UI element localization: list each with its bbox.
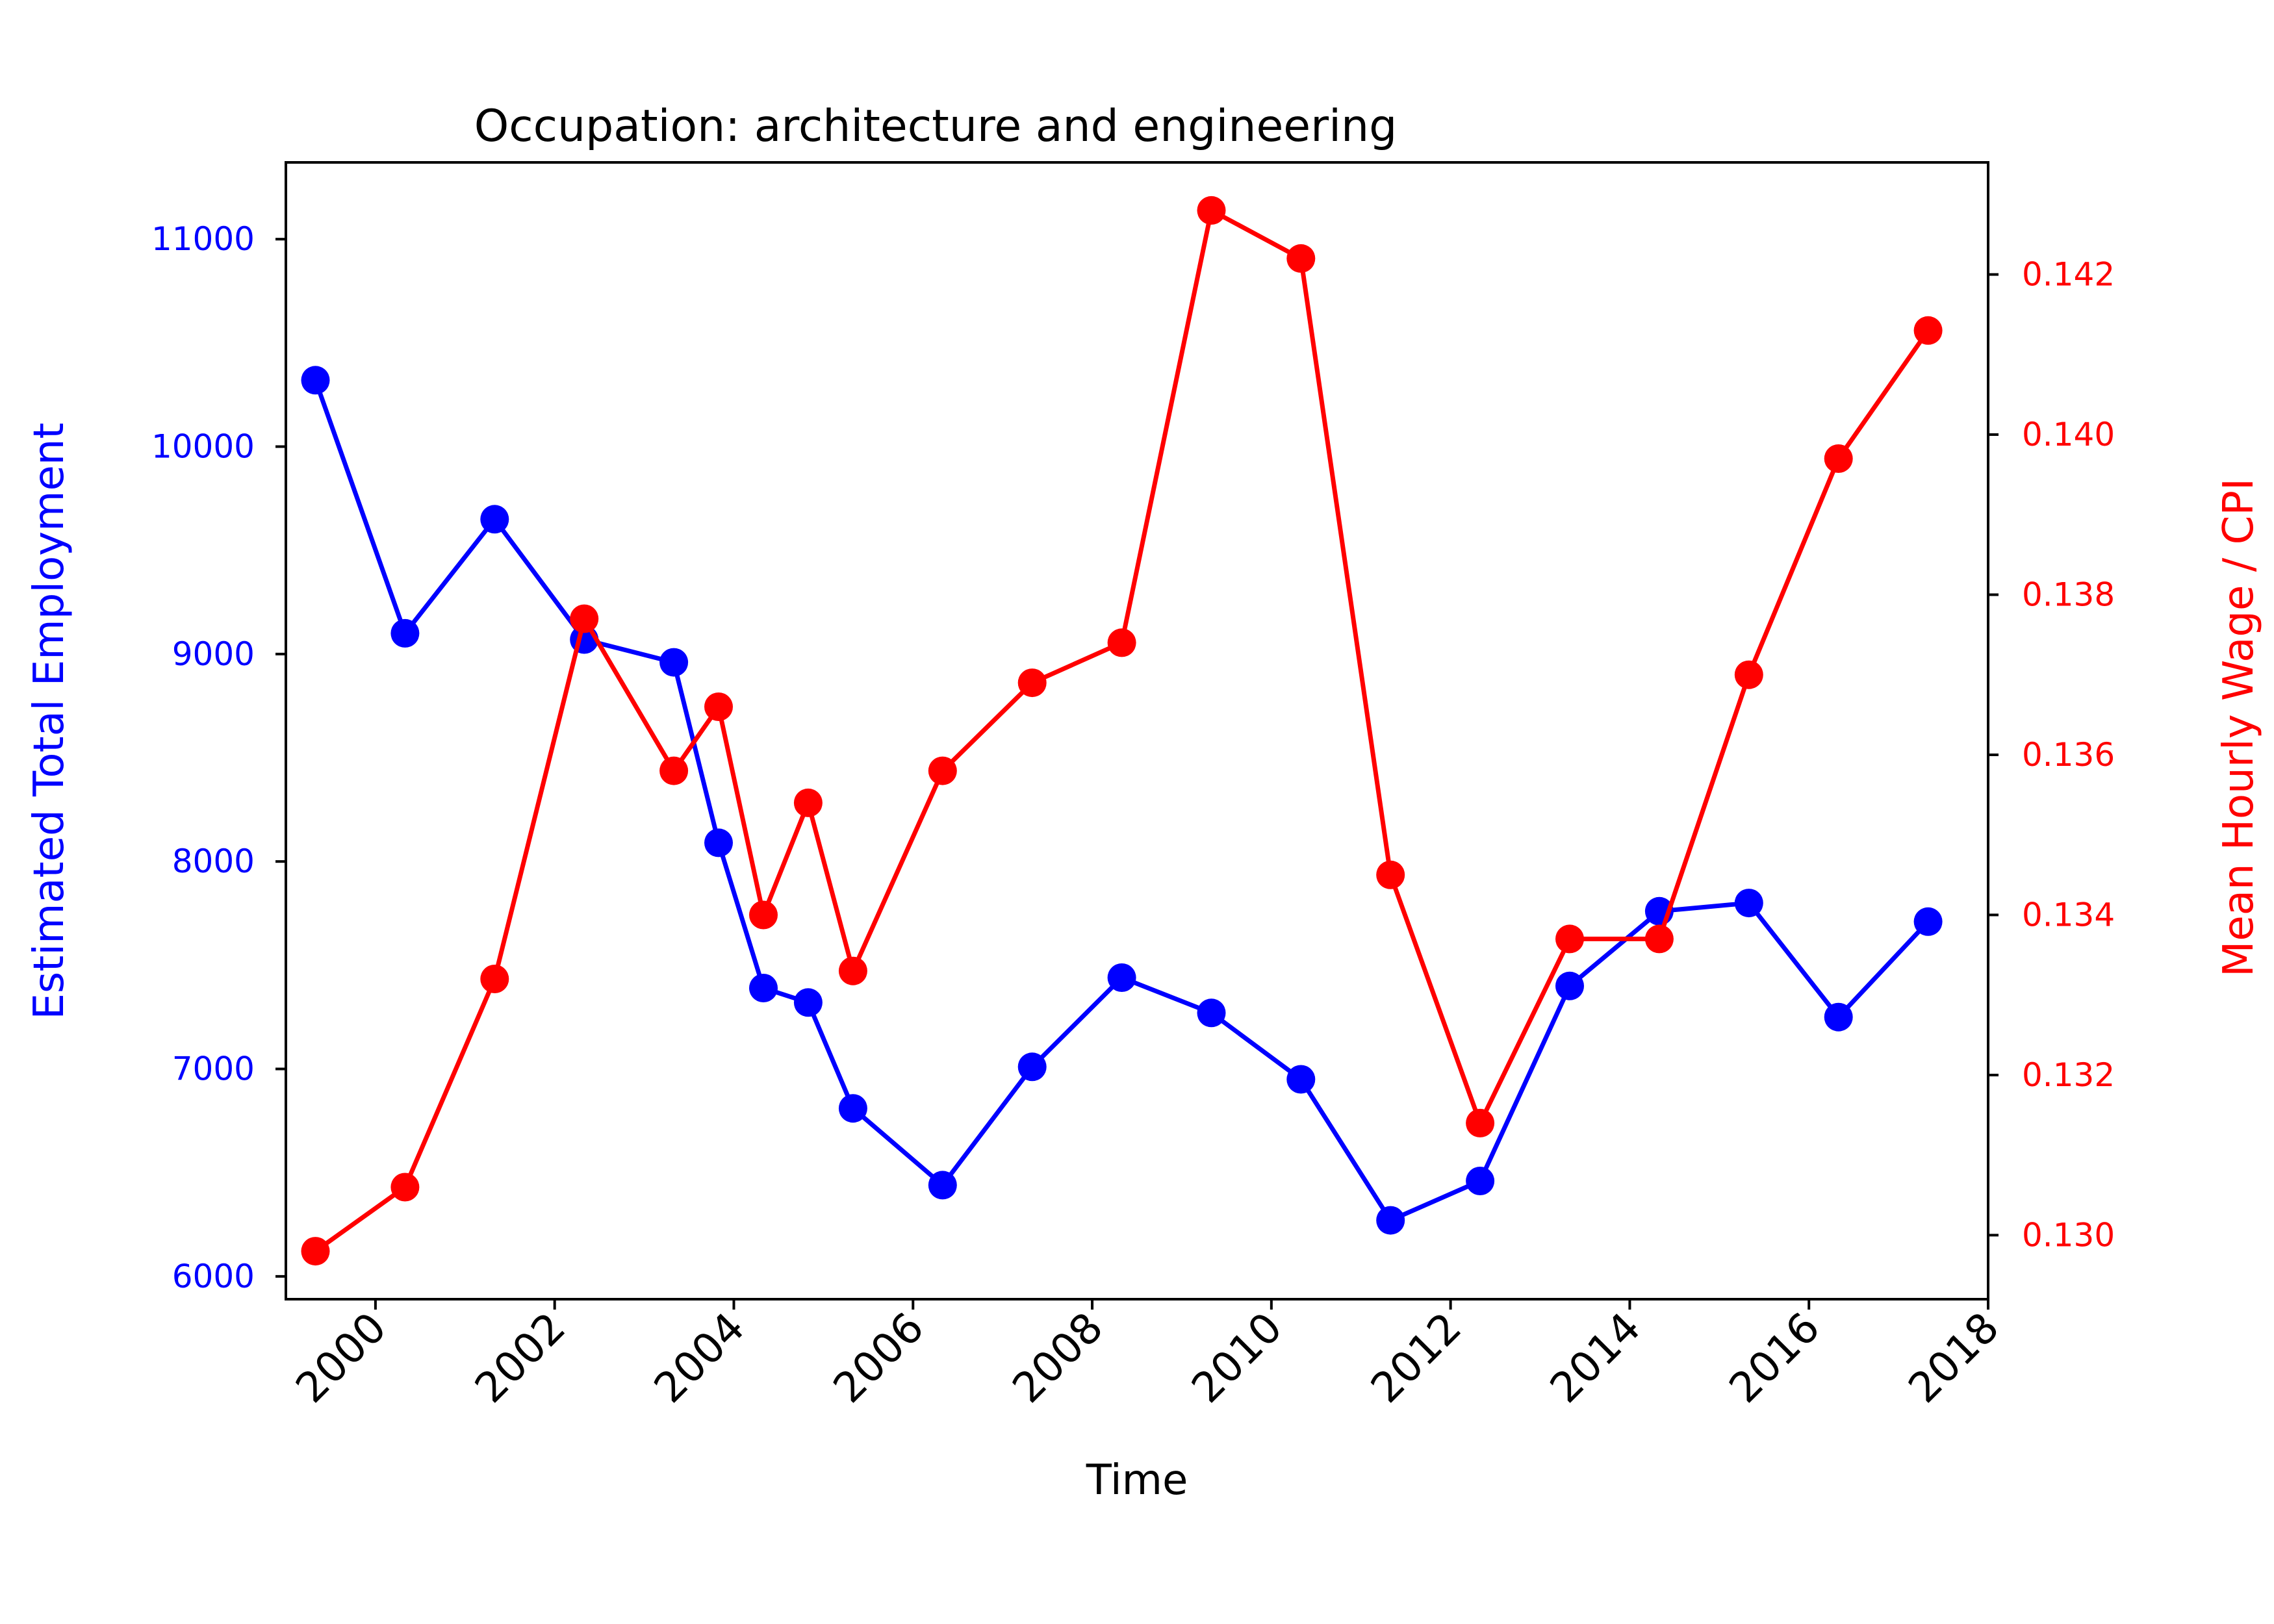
data-point-left: [301, 366, 330, 395]
y-right-tick-label: 0.130: [2022, 1216, 2115, 1254]
y-right-tick-label: 0.142: [2022, 256, 2115, 294]
data-point-right: [1376, 860, 1405, 889]
data-point-right: [1197, 196, 1226, 225]
data-point-right: [1734, 660, 1763, 689]
data-point-left: [1913, 907, 1943, 936]
data-point-left: [1466, 1167, 1495, 1195]
data-point-right: [1466, 1108, 1495, 1137]
data-point-right: [570, 604, 599, 633]
y-right-tick-label: 0.134: [2022, 896, 2115, 933]
data-point-right: [1017, 668, 1047, 698]
x-axis-label: Time: [1086, 1456, 1188, 1504]
data-point-right: [838, 956, 867, 985]
data-point-left: [1824, 1002, 1853, 1032]
y-axis-left-label: Estimated Total Employment: [25, 422, 73, 1019]
data-point-left: [1286, 1065, 1316, 1094]
y-left-tick-label: 6000: [172, 1258, 255, 1295]
y-left-tick-label: 8000: [172, 843, 255, 880]
data-point-right: [1824, 444, 1853, 473]
y-axis-right: 0.130 0.132 0.134 0.136 0.138 0.140 0.142: [1988, 256, 2115, 1254]
plot-frame: [285, 161, 1989, 1300]
y-left-tick-label: 10000: [151, 428, 255, 466]
data-point-right: [928, 756, 957, 785]
y-axis-left: 6000 7000 8000 9000 10000 11000: [151, 220, 286, 1295]
y-right-tick-label: 0.132: [2022, 1056, 2115, 1094]
data-point-right: [704, 692, 733, 721]
y-right-tick-label: 0.138: [2022, 576, 2115, 613]
series-layer: [301, 196, 1943, 1266]
data-point-left: [838, 1094, 867, 1123]
data-point-right: [749, 900, 778, 930]
y-left-tick-label: 7000: [172, 1050, 255, 1088]
data-point-left: [749, 974, 778, 1002]
data-point-right: [1644, 924, 1674, 954]
data-point-left: [928, 1171, 957, 1200]
y-left-tick-label: 11000: [151, 220, 255, 258]
data-point-right: [659, 756, 689, 785]
data-point-left: [704, 828, 733, 857]
data-point-left: [1107, 963, 1136, 992]
data-point-right: [1555, 924, 1584, 954]
data-point-right: [1107, 628, 1136, 657]
data-point-left: [1555, 971, 1584, 1000]
y-axis-right-label: Mean Hourly Wage / CPI: [2215, 478, 2263, 977]
y-right-tick-label: 0.136: [2022, 736, 2115, 774]
data-point-left: [390, 618, 420, 648]
data-point-left: [1376, 1206, 1405, 1235]
y-left-tick-label: 9000: [172, 635, 255, 673]
data-point-right: [301, 1237, 330, 1266]
data-point-right: [1286, 244, 1316, 273]
y-right-tick-label: 0.140: [2022, 416, 2115, 453]
data-point-left: [1017, 1052, 1047, 1082]
data-point-left: [1734, 889, 1763, 918]
data-point-left: [659, 648, 689, 677]
data-point-right: [390, 1173, 420, 1202]
data-point-right: [480, 965, 509, 993]
data-point-right: [793, 788, 823, 817]
data-point-left: [793, 988, 823, 1017]
chart-title: Occupation: architecture and engineering: [474, 101, 1398, 152]
data-point-left: [1197, 998, 1226, 1028]
data-point-right: [1913, 316, 1943, 345]
data-point-left: [480, 505, 509, 534]
